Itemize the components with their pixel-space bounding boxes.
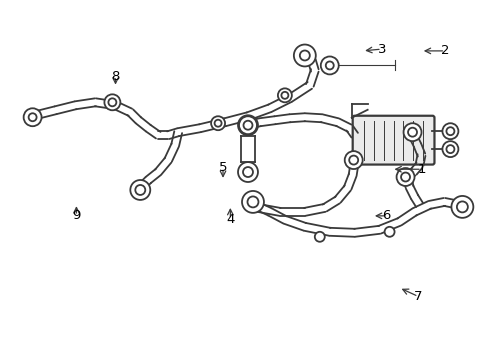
Circle shape (244, 121, 252, 130)
Circle shape (396, 168, 415, 186)
Circle shape (243, 167, 253, 177)
Circle shape (315, 232, 325, 242)
Circle shape (211, 116, 225, 130)
Circle shape (345, 151, 363, 169)
Circle shape (404, 123, 421, 141)
Circle shape (281, 92, 289, 99)
Text: 3: 3 (378, 42, 386, 55)
Circle shape (242, 191, 264, 213)
Circle shape (385, 227, 394, 237)
Text: 9: 9 (72, 210, 81, 222)
Circle shape (442, 123, 458, 139)
Circle shape (294, 45, 316, 67)
Circle shape (446, 145, 454, 153)
Circle shape (104, 94, 121, 110)
Circle shape (247, 197, 258, 207)
Circle shape (108, 98, 116, 106)
Circle shape (442, 141, 458, 157)
Circle shape (451, 196, 473, 218)
Circle shape (239, 116, 257, 134)
Circle shape (408, 128, 417, 137)
Circle shape (215, 120, 221, 127)
Circle shape (326, 62, 334, 69)
Text: 2: 2 (441, 44, 450, 57)
Circle shape (278, 88, 292, 102)
Text: 1: 1 (417, 163, 426, 176)
Circle shape (300, 50, 310, 60)
Circle shape (24, 108, 42, 126)
Circle shape (28, 113, 37, 121)
Text: 6: 6 (383, 210, 391, 222)
Circle shape (457, 201, 468, 212)
Circle shape (135, 185, 145, 195)
Circle shape (446, 127, 454, 135)
Circle shape (238, 115, 258, 135)
Text: 5: 5 (219, 161, 227, 174)
Circle shape (238, 162, 258, 182)
Text: 7: 7 (414, 290, 423, 303)
Circle shape (349, 156, 358, 165)
Circle shape (321, 57, 339, 75)
Circle shape (401, 172, 410, 181)
Text: 8: 8 (111, 69, 120, 82)
FancyBboxPatch shape (353, 116, 435, 165)
Circle shape (243, 120, 253, 130)
Circle shape (130, 180, 150, 200)
Text: 4: 4 (226, 213, 235, 226)
